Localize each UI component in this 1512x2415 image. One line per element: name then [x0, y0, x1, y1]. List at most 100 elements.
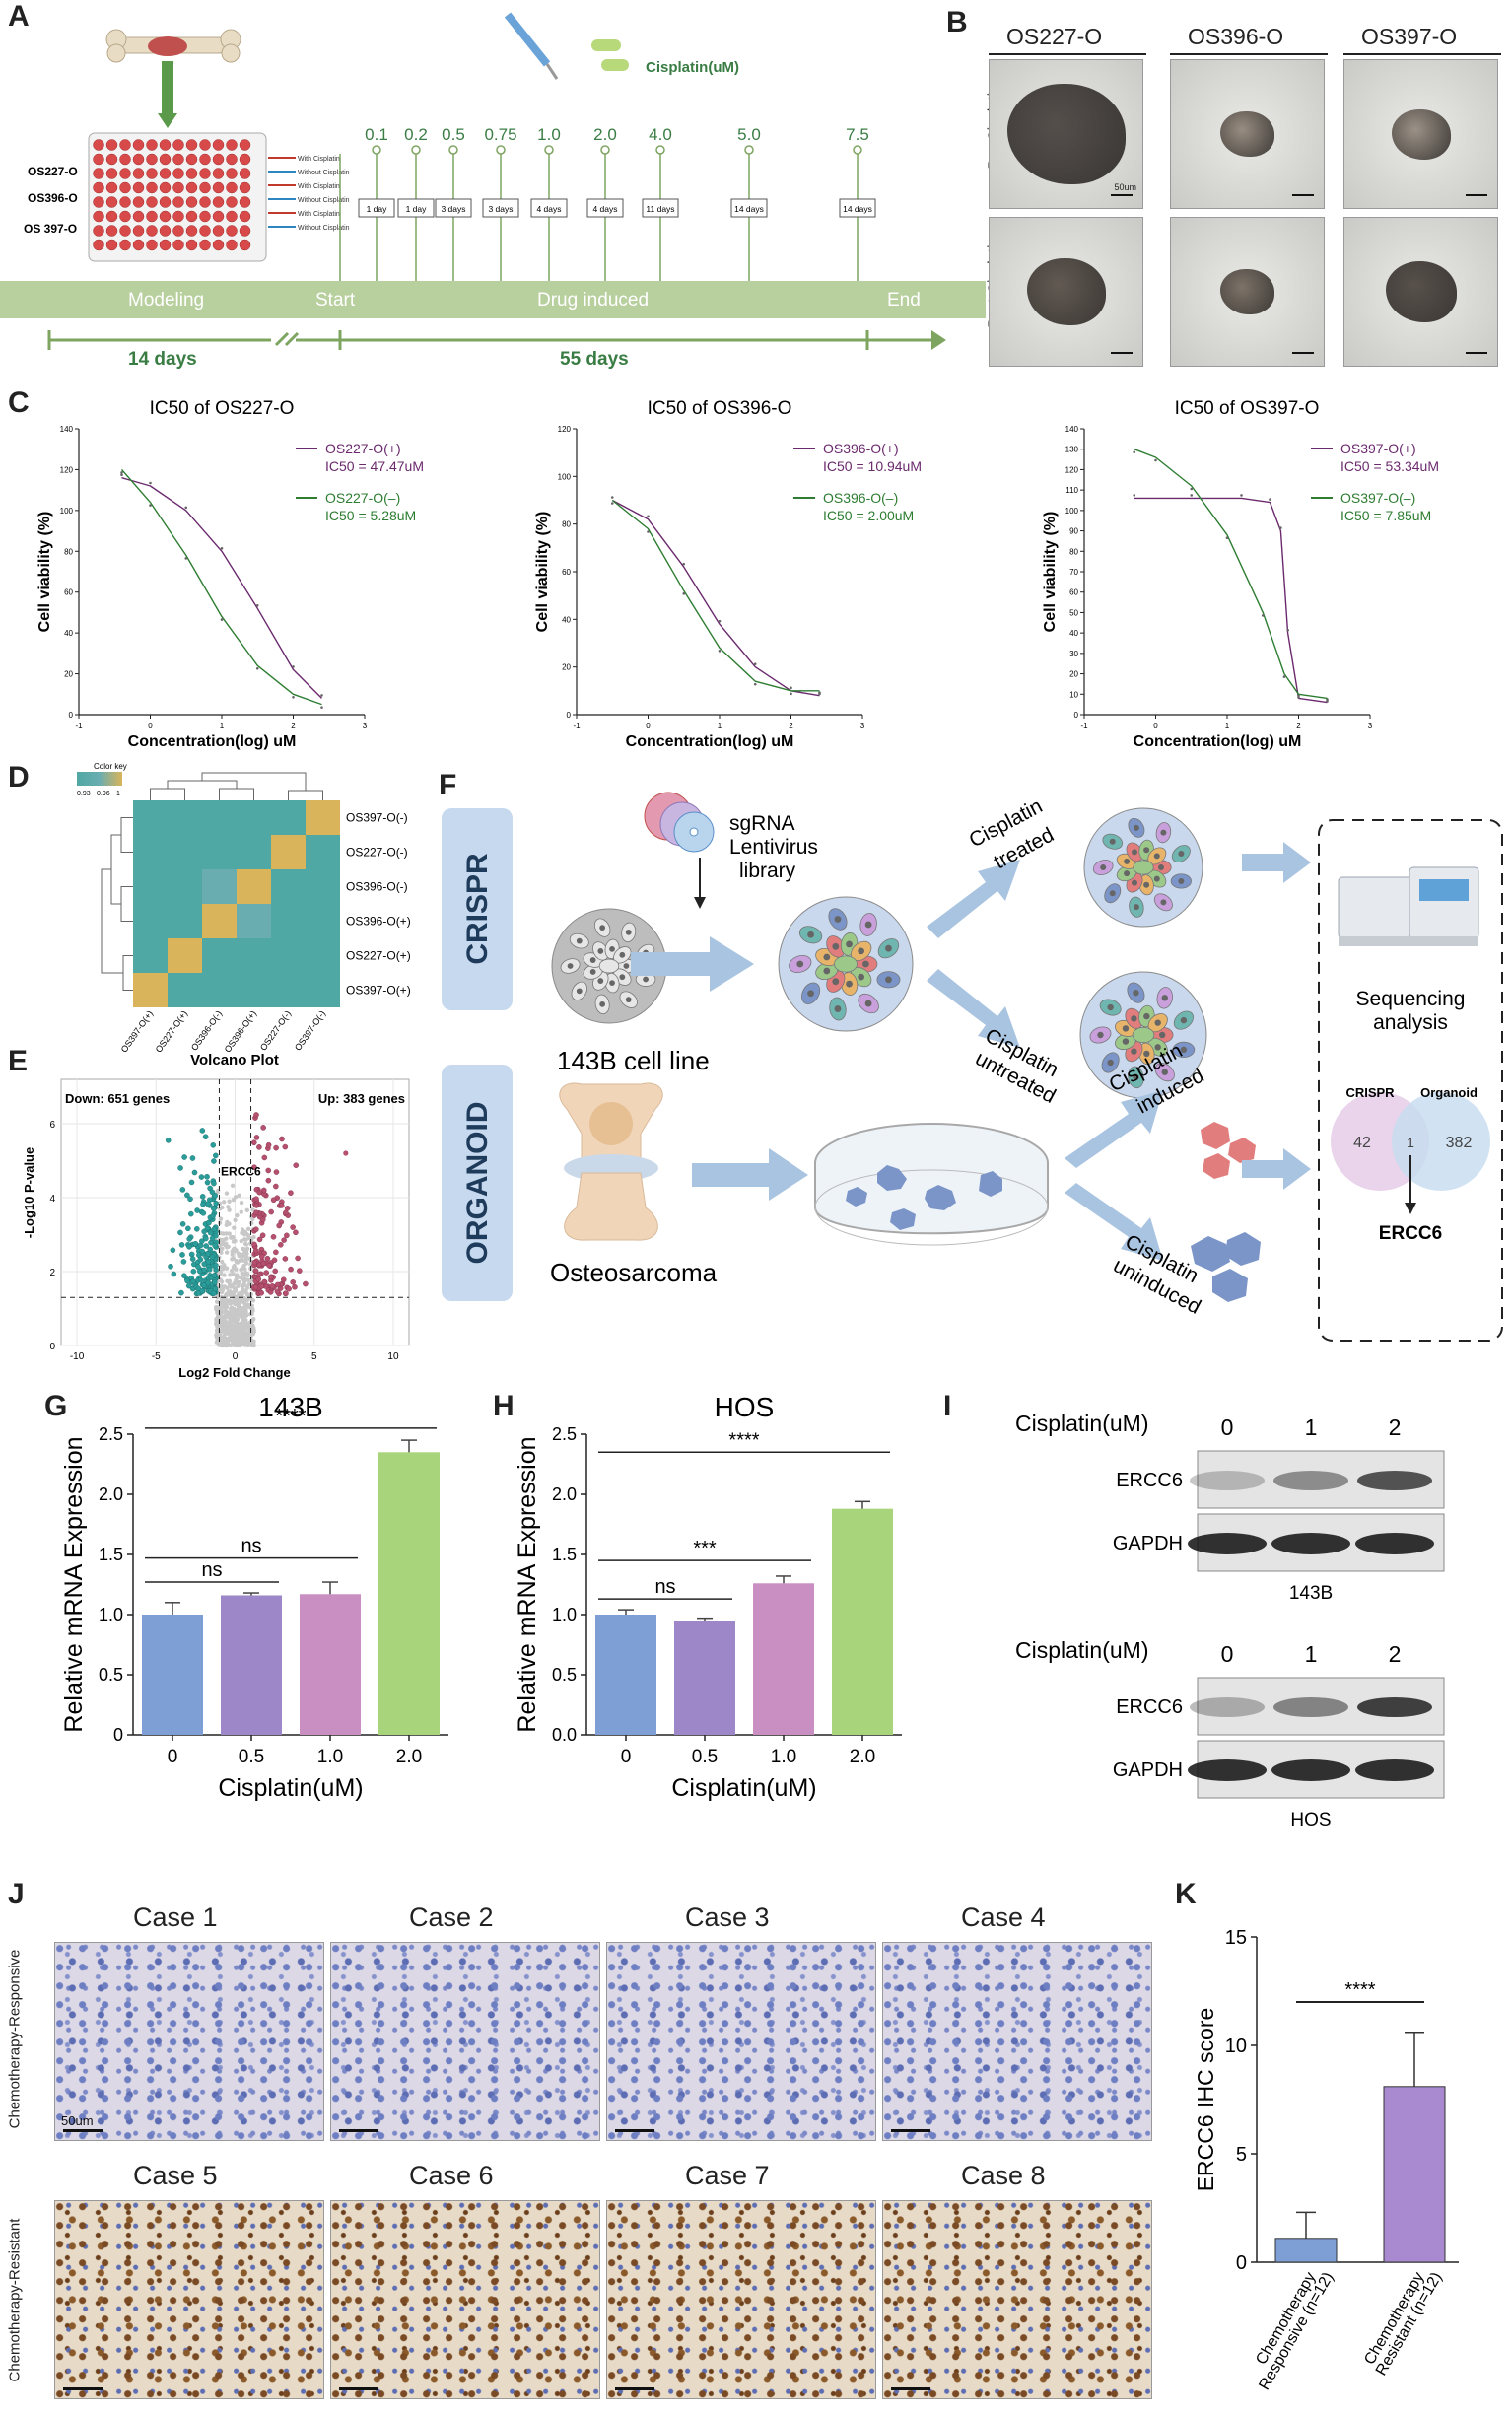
dose-label: 2 — [1389, 1641, 1402, 1667]
well — [146, 139, 158, 151]
well — [159, 181, 172, 194]
gene-point — [246, 1341, 251, 1346]
gene-point — [244, 1208, 249, 1213]
span-label: 14 days — [128, 349, 197, 370]
well — [159, 239, 172, 251]
y-tick-label: 110 — [1065, 486, 1078, 495]
y-tick-label: 0 — [113, 1725, 123, 1745]
well — [239, 225, 251, 237]
gene-point — [242, 1332, 248, 1338]
gene-point — [241, 1282, 246, 1288]
legend-label: OS227-O(–) — [325, 490, 400, 506]
plate-legend-label: With Cisplatin — [298, 211, 340, 218]
gene-point-down — [188, 1251, 195, 1258]
gene-point-down — [180, 1259, 187, 1265]
gene-point-down — [185, 1225, 191, 1232]
gene-point — [240, 1322, 245, 1327]
gene-point-up — [258, 1289, 264, 1296]
culture-dish-icon — [814, 1123, 1049, 1246]
scale-bar — [63, 2129, 103, 2132]
column-header: OS396-O — [1188, 24, 1284, 49]
y-tick-label: 5 — [1236, 2144, 1247, 2166]
gene-point-up — [251, 1259, 258, 1266]
venn-diagram — [1331, 1092, 1490, 1191]
data-point — [120, 473, 123, 477]
scale-bar — [615, 2387, 654, 2390]
gene-point-down — [190, 1268, 197, 1275]
well — [119, 225, 131, 237]
legend-ic50: IC50 = 53.34uM — [1340, 458, 1439, 474]
gene-point — [244, 1285, 250, 1290]
well — [132, 139, 145, 151]
duration-label: 14 days — [734, 204, 764, 214]
chart-title: IC50 of OS227-O — [150, 398, 295, 419]
gene-point — [230, 1183, 236, 1188]
organoid — [1026, 258, 1106, 325]
heatmap-cell — [202, 835, 237, 869]
x-tick-label: 2 — [1296, 722, 1301, 730]
well — [146, 153, 158, 166]
organoid-micrograph: 50um — [989, 59, 1143, 209]
header-rule — [1170, 53, 1328, 55]
y-tick-label: 1.5 — [99, 1545, 123, 1564]
gene-point — [225, 1327, 230, 1332]
gene-point — [224, 1191, 230, 1196]
well — [199, 196, 211, 208]
well — [172, 239, 184, 251]
gene-point-up — [283, 1290, 289, 1297]
data-point — [818, 692, 821, 696]
arrow-icon — [1242, 842, 1311, 883]
scale-bar — [1111, 194, 1133, 196]
bone-icon — [105, 29, 241, 128]
dose-label: 1.0 — [537, 125, 561, 144]
heatmap-cell — [202, 869, 237, 904]
gene-point — [241, 1258, 246, 1263]
blot-band — [1273, 1471, 1348, 1490]
cell-line-label: HOS — [1290, 1810, 1331, 1830]
bar — [300, 1594, 361, 1735]
well — [93, 168, 104, 179]
panel-label-a: A — [8, 0, 30, 33]
well — [105, 181, 118, 194]
well — [93, 153, 104, 166]
x-tick-label: 0 — [646, 722, 651, 730]
gene-point — [233, 1324, 239, 1330]
gene-point — [225, 1285, 230, 1291]
organoid-micrograph — [1170, 59, 1325, 209]
x-tick-label: 0 — [168, 1747, 178, 1767]
gene-point-down — [205, 1279, 212, 1286]
gene-point-up — [273, 1183, 279, 1190]
gene-point-up — [250, 1139, 257, 1146]
gene-point — [230, 1252, 235, 1257]
bar — [595, 1615, 656, 1735]
gene-point-down — [179, 1187, 186, 1193]
x-tick-label: 5 — [311, 1351, 317, 1362]
gene-point — [232, 1263, 237, 1269]
y-tick-label: 10 — [1069, 690, 1078, 699]
well — [199, 225, 211, 237]
band-label: GAPDH — [1113, 1533, 1183, 1554]
gene-point — [234, 1273, 239, 1278]
result-box — [1318, 819, 1503, 1342]
y-tick-label: 120 — [1065, 465, 1079, 474]
gene-point-down — [210, 1290, 217, 1297]
gene-point-up — [269, 1283, 276, 1289]
gene-point-up — [259, 1232, 266, 1239]
blot-band — [1357, 1697, 1432, 1717]
y-axis-label: -Log10 P-value — [22, 1147, 36, 1238]
well — [159, 196, 172, 208]
well — [119, 153, 131, 166]
treated-cells-icon — [1083, 807, 1203, 928]
gene-point-up — [259, 1216, 266, 1223]
gene-point — [237, 1341, 242, 1346]
x-axis-label: Concentration(log) uM — [1134, 733, 1302, 750]
blot: Cisplatin(uM) 0 1 2 ERCC6 GAPDH HOS — [1015, 1637, 1445, 1830]
data-point — [610, 496, 614, 499]
blot: Cisplatin(uM) 0 1 2 ERCC6 GAPDH 143B — [1015, 1411, 1445, 1604]
gene-point-up — [253, 1196, 259, 1202]
data-point — [753, 682, 757, 686]
gene-point-up — [266, 1262, 272, 1269]
gene-label: ERCC6 — [221, 1165, 261, 1179]
heatmap-cell — [271, 904, 306, 938]
x-axis-label: Cisplatin(uM) — [671, 1774, 816, 1802]
